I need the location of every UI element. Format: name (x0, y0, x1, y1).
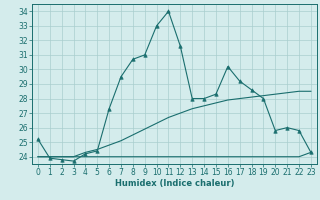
X-axis label: Humidex (Indice chaleur): Humidex (Indice chaleur) (115, 179, 234, 188)
